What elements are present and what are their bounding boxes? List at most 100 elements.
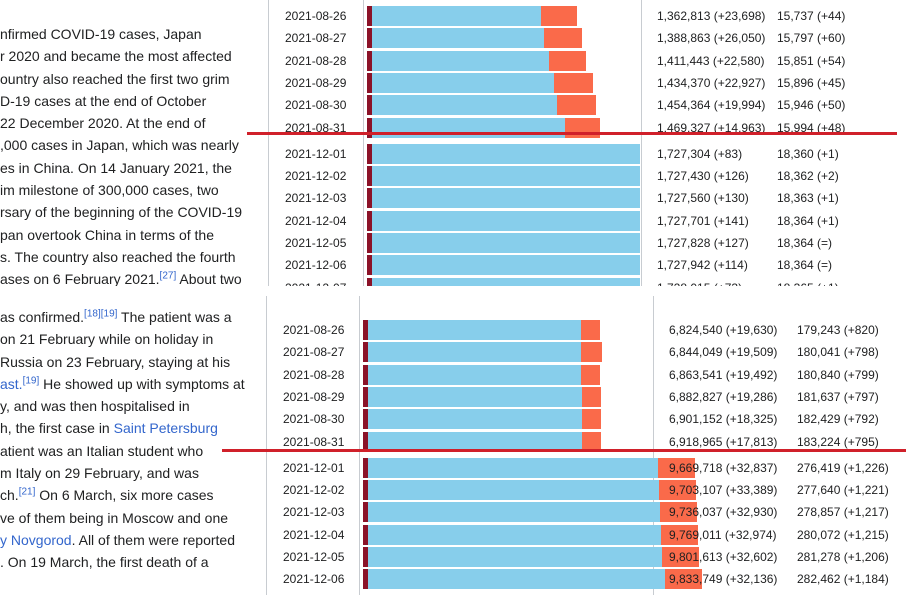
bar-deaths [367, 210, 372, 231]
citation-link[interactable]: [21] [18, 486, 36, 498]
table-row: 2021-08-27 6,844,049 (+19,509) 180,041 (+7… [267, 341, 913, 363]
article-text-run: Russia on 23 February, staying at his [0, 353, 231, 370]
bar-active [368, 364, 581, 385]
bar-deaths [367, 277, 372, 286]
bar-recovered [665, 569, 702, 590]
row-cases: 1,434,370 (+22,927) [657, 75, 766, 90]
article-text-run: atient was an Italian student who [0, 442, 204, 459]
bar-deaths [363, 431, 368, 452]
row-date: 2021-12-06 [283, 572, 345, 587]
article-text-run: y, and was then hospitalised in [0, 398, 190, 415]
table-row: 2021-08-27 1,388,863 (+26,050) 15,797 (+60… [269, 27, 913, 49]
table-row: 2021-08-29 1,434,370 (+22,927) 15,896 (+45… [269, 72, 913, 94]
article-text-run: nfirmed COVID-19 cases, Japan [0, 26, 202, 42]
row-cases: 1,728,015 (+73) [657, 277, 742, 286]
bar-recovered [582, 431, 601, 452]
row-deaths: 15,797 (+60) [777, 31, 846, 46]
table-row: 2021-08-28 6,863,541 (+19,492) 180,840 (+7… [267, 364, 913, 386]
bar-active [372, 233, 640, 253]
article-text-run: ,000 cases in Japan, which was nearly [0, 137, 239, 154]
table-row: 2021-12-05 1,727,828 (+127) 18,364 (=) [269, 232, 913, 254]
article-line: D-19 cases at the end of October [0, 90, 248, 112]
row-date: 2021-12-04 [285, 213, 347, 228]
article-text-run: ch. [0, 487, 19, 504]
article-line: pan overtook China in terms of the [0, 224, 248, 246]
bar-deaths [363, 409, 368, 430]
row-deaths: 278,857 (+1,217) [797, 505, 889, 520]
article-line: on 21 February while on holiday in [0, 328, 248, 350]
article-line: ountry also reached the first two grim [0, 68, 248, 90]
row-cases: 9,703,107 (+33,389) [669, 483, 778, 498]
row-deaths: 18,360 (+1) [777, 146, 839, 161]
row-date: 2021-12-04 [283, 527, 345, 542]
article-text-run: D-19 cases at the end of October [0, 92, 207, 109]
row-deaths: 181,637 (+797) [797, 389, 879, 404]
article-text-run: On 6 March, six more cases [35, 487, 214, 504]
table-row: 2021-12-01 1,727,304 (+83) 18,360 (+1) [269, 143, 913, 165]
row-date: 2021-12-02 [285, 169, 347, 184]
row-deaths: 18,364 (=) [777, 236, 833, 250]
row-deaths: 281,278 (+1,206) [797, 550, 889, 564]
row-deaths: 277,640 (+1,221) [797, 483, 889, 498]
table-row: 2021-08-26 6,824,540 (+19,630) 179,243 (+8… [267, 319, 913, 341]
article-text-run: 22 December 2020. At the end of [0, 115, 206, 132]
article-line: ve of them being in Moscow and one [0, 507, 248, 529]
row-deaths: 280,072 (+1,215) [797, 527, 889, 542]
article-text-run: rsary of the beginning of the COVID-19 [0, 204, 243, 221]
article-line: y Novgorod. All of them were reported [0, 529, 248, 551]
table-row: 2021-12-03 1,727,560 (+130) 18,363 (+1) [269, 187, 913, 209]
article-text-run: as confirmed. [0, 309, 85, 325]
article-line: ch.[21] On 6 March, six more cases [0, 484, 248, 506]
table-row: 2021-12-03 9,736,037 (+32,930) 278,857 (+1… [267, 501, 913, 523]
row-cases: 6,824,540 (+19,630) [669, 323, 778, 337]
bar-recovered [660, 502, 697, 523]
row-date: 2021-12-05 [283, 550, 345, 564]
bar-active [368, 342, 581, 363]
article-text-run: He showed up with symptoms at [39, 375, 245, 392]
row-cases: 1,411,443 (+22,580) [657, 53, 765, 68]
article-text-run: m Italy on 29 February, and was [0, 465, 199, 482]
row-cases: 6,882,827 (+19,286) [669, 389, 778, 404]
table-row: 2021-12-01 9,669,718 (+32,837) 276,419 (+1… [267, 457, 913, 479]
article-text-run: im milestone of 300,000 cases, two [0, 182, 219, 199]
article-text-run: pan overtook China in terms of the [0, 226, 215, 243]
citation-link[interactable]: [19] [22, 375, 40, 387]
row-cases: 1,727,304 (+83) [657, 146, 743, 161]
article-line: y, and was then hospitalised in [0, 395, 248, 417]
row-deaths: 182,429 (+792) [797, 412, 879, 427]
row-deaths: 15,851 (+54) [777, 53, 846, 68]
row-cases: 1,727,560 (+130) [657, 191, 749, 206]
article-link[interactable]: Saint Petersburg [113, 420, 218, 437]
article-text-run: on 21 February while on holiday in [0, 331, 214, 348]
table-row: 2021-12-06 1,727,942 (+114) 18,364 (=) [269, 254, 913, 276]
bar-deaths [367, 72, 372, 93]
article-link[interactable]: ast. [0, 375, 23, 392]
row-deaths: 18,364 (=) [777, 258, 833, 273]
bar-active [368, 431, 582, 452]
table-row: 2021-08-29 6,882,827 (+19,286) 181,637 (+7… [267, 386, 913, 408]
row-date: 2021-08-30 [285, 98, 347, 113]
article-text-run: s. The country also reached the fourth [0, 248, 236, 265]
bar-active [372, 72, 554, 93]
citation-link[interactable]: [27] [159, 270, 177, 282]
table-row: 2021-12-02 1,727,430 (+126) 18,362 (+2) [269, 165, 913, 187]
bar-deaths [367, 50, 372, 71]
bar-deaths [363, 569, 368, 590]
row-date: 2021-08-28 [283, 367, 345, 382]
panel-russia: as confirmed.[18][19] The patient was a o… [0, 296, 913, 595]
article-line: ast.[19] He showed up with symptoms at [0, 373, 248, 395]
article-line: atient was an Italian student who [0, 440, 248, 462]
article-line: im milestone of 300,000 cases, two [0, 179, 248, 201]
table-row: 2021-08-30 6,901,152 (+18,325) 182,429 (+7… [267, 408, 913, 430]
article-link[interactable]: y Novgorod [0, 531, 72, 548]
row-date: 2021-08-26 [283, 323, 345, 337]
row-deaths: 15,946 (+50) [777, 98, 846, 113]
bar-recovered [557, 95, 596, 116]
bar-active [368, 502, 660, 523]
citation-link[interactable]: [18][19] [84, 308, 118, 320]
row-date: 2021-08-26 [285, 9, 347, 23]
row-deaths: 180,041 (+798) [797, 345, 879, 360]
bar-active [368, 386, 582, 407]
row-date: 2021-08-29 [285, 75, 347, 90]
column-separator [641, 0, 642, 286]
